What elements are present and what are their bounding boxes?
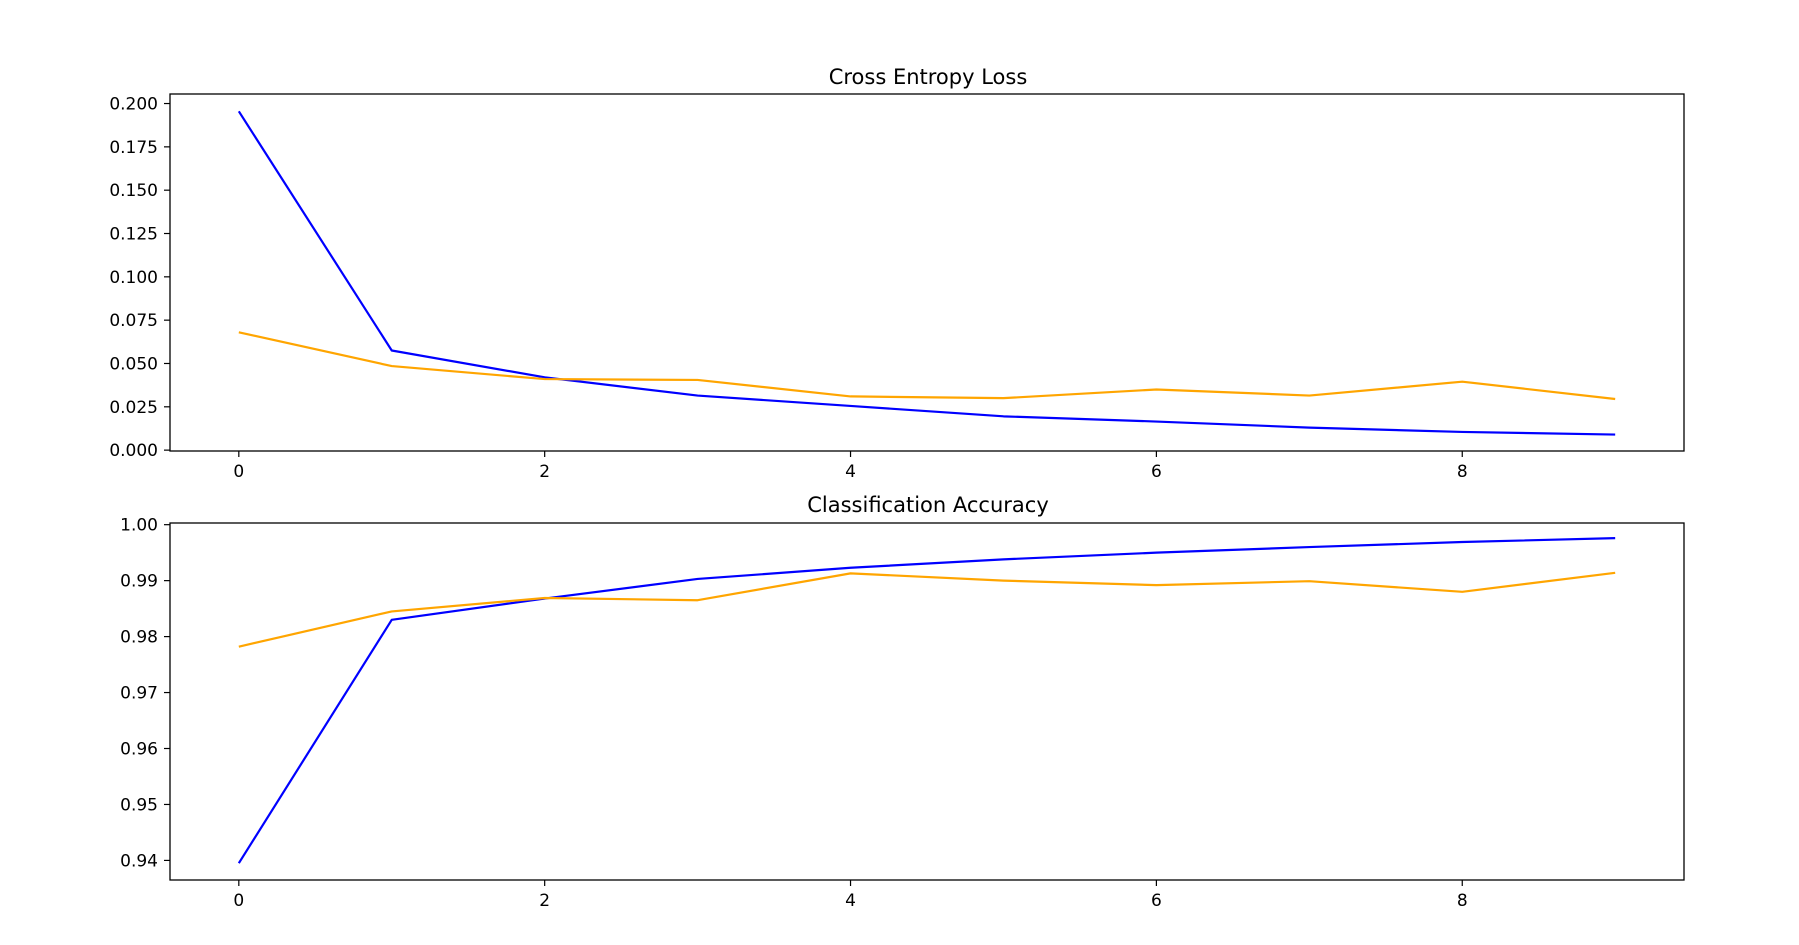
accuracy-y-tick-label: 1.00: [120, 516, 158, 536]
loss-x-tick-label: 8: [1457, 462, 1468, 482]
loss-y-tick-label: 0.075: [109, 311, 158, 331]
loss-chart: Cross Entropy Loss 0 2 4 6 8 0.000 0.025 0.050 0…: [109, 65, 1685, 482]
accuracy-x-tick-label: 0: [233, 891, 244, 911]
loss-y-tick-label: 0.125: [109, 225, 158, 245]
loss-series-blue: [237, 110, 1616, 436]
accuracy-x-tick-label: 8: [1457, 891, 1468, 911]
loss-y-tick-label: 0.000: [109, 441, 158, 461]
accuracy-y-tick-label: 0.98: [120, 628, 158, 648]
accuracy-axes-frame: [169, 522, 1685, 881]
accuracy-y-tick-label: 0.96: [120, 740, 158, 760]
accuracy-series-orange: [238, 571, 1616, 648]
loss-y-tick-label: 0.200: [109, 95, 158, 115]
accuracy-chart-title: Classification Accuracy: [807, 493, 1049, 517]
loss-x-tick-label: 2: [539, 462, 550, 482]
loss-y-tick-label: 0.175: [109, 138, 158, 158]
loss-y-tick-label: 0.150: [109, 181, 158, 201]
accuracy-x-tick-label: 4: [845, 891, 856, 911]
accuracy-x-tick-label: 2: [539, 891, 550, 911]
accuracy-y-tick-label: 0.97: [120, 684, 158, 704]
accuracy-y-tick-label: 0.95: [120, 795, 158, 815]
loss-chart-title: Cross Entropy Loss: [829, 65, 1028, 89]
loss-y-tick-label: 0.100: [109, 268, 158, 288]
loss-axes-frame: [169, 93, 1685, 452]
accuracy-x-tick-label: 6: [1151, 891, 1162, 911]
accuracy-y-tick-label: 0.94: [120, 851, 158, 871]
loss-x-tick-label: 0: [233, 462, 244, 482]
accuracy-y-tick-label: 0.99: [120, 572, 158, 592]
loss-series-orange: [238, 331, 1616, 401]
loss-x-tick-label: 4: [845, 462, 856, 482]
accuracy-series-blue: [237, 537, 1616, 864]
loss-y-tick-label: 0.025: [109, 398, 158, 418]
loss-x-tick-label: 6: [1151, 462, 1162, 482]
loss-y-tick-label: 0.050: [109, 354, 158, 374]
accuracy-chart: Classification Accuracy 0 2 4 6 8 0.94 0.95 0.9…: [120, 493, 1685, 911]
